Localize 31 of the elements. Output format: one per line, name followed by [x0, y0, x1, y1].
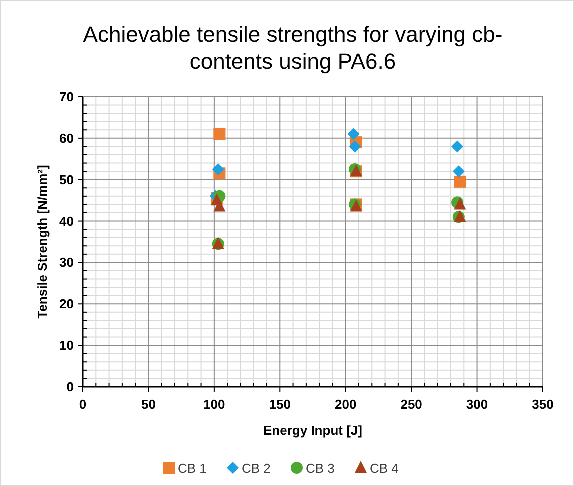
y-axis-title: Tensile Strength [N/mm²]: [35, 165, 50, 319]
y-tick-label: 20: [60, 296, 74, 312]
legend-label: CB 2: [242, 461, 271, 476]
x-tick-label: 200: [335, 397, 357, 412]
x-tick-label: 100: [204, 397, 226, 412]
chart-title: Achievable tensile strengths for varying cb-contents using PA6.6: [83, 22, 503, 74]
x-tick-label: 250: [400, 397, 422, 412]
legend-label: CB 4: [370, 461, 399, 476]
point: [454, 198, 466, 210]
x-tick-label: 0: [79, 397, 87, 412]
x-tick-label: 300: [466, 397, 488, 412]
y-tick-label: 50: [60, 172, 74, 188]
y-tick-label: 70: [60, 90, 74, 104]
point: [349, 140, 362, 153]
y-tick-label: 40: [60, 214, 74, 229]
y-tick-label: 60: [60, 130, 74, 146]
x-tick-label: 350: [532, 397, 554, 412]
point: [212, 164, 224, 176]
point: [452, 140, 464, 153]
y-tick-label: 10: [60, 338, 74, 354]
point: [348, 128, 360, 140]
x-tick-label: 50: [141, 397, 156, 412]
legend-label: CB 3: [306, 461, 335, 476]
x-axis-title: Energy Input [J]: [264, 423, 362, 438]
legend-label: CB 1: [178, 461, 207, 476]
y-tick-label: 30: [60, 255, 74, 270]
y-tick-label: 0: [66, 380, 74, 394]
point: [214, 128, 226, 140]
point: [454, 176, 466, 188]
x-tick-label: 150: [269, 397, 291, 412]
point: [452, 166, 465, 178]
